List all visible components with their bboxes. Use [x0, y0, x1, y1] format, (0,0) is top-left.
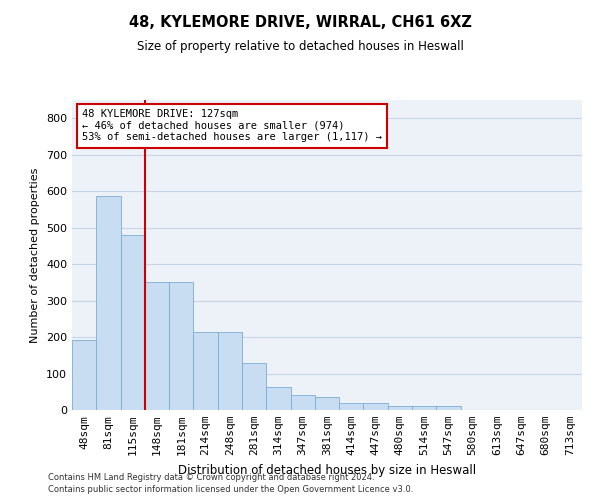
Bar: [96, 196, 121, 410]
Bar: [145, 282, 169, 410]
Bar: [242, 362, 266, 410]
Text: 48 KYLEMORE DRIVE: 127sqm
← 46% of detached houses are smaller (974)
53% of semi: 48 KYLEMORE DRIVE: 127sqm ← 46% of detac…: [82, 110, 382, 142]
Bar: [266, 387, 290, 410]
Bar: [388, 406, 412, 410]
Bar: [72, 340, 96, 410]
Bar: [290, 394, 315, 410]
Bar: [193, 332, 218, 410]
Text: Contains HM Land Registry data © Crown copyright and database right 2024.: Contains HM Land Registry data © Crown c…: [48, 474, 374, 482]
X-axis label: Distribution of detached houses by size in Heswall: Distribution of detached houses by size …: [178, 464, 476, 476]
Text: Contains public sector information licensed under the Open Government Licence v3: Contains public sector information licen…: [48, 485, 413, 494]
Text: 48, KYLEMORE DRIVE, WIRRAL, CH61 6XZ: 48, KYLEMORE DRIVE, WIRRAL, CH61 6XZ: [128, 15, 472, 30]
Bar: [412, 406, 436, 410]
Bar: [169, 282, 193, 410]
Bar: [121, 235, 145, 410]
Bar: [339, 404, 364, 410]
Bar: [315, 397, 339, 410]
Bar: [364, 404, 388, 410]
Text: Size of property relative to detached houses in Heswall: Size of property relative to detached ho…: [137, 40, 463, 53]
Bar: [436, 406, 461, 410]
Bar: [218, 332, 242, 410]
Y-axis label: Number of detached properties: Number of detached properties: [31, 168, 40, 342]
